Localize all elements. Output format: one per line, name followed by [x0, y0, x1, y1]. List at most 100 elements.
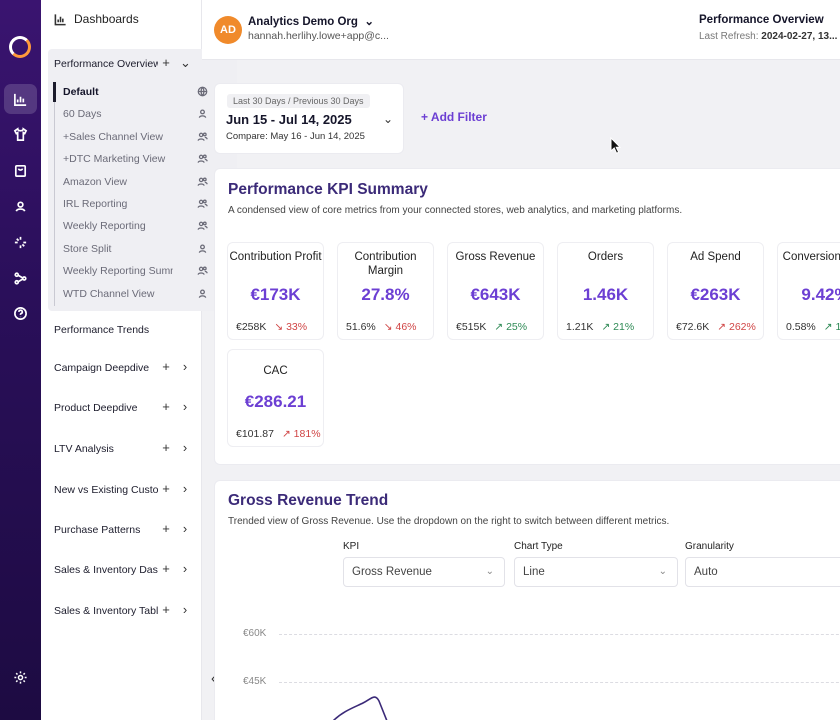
add-view-icon[interactable]: + — [162, 561, 170, 576]
kpi-tile-comparison: 51.6% ↘ 46% — [346, 321, 417, 333]
top-bar: AD Analytics Demo Org ⌄ hannah.herlihy.l… — [202, 0, 840, 60]
date-range-picker[interactable]: Last 30 Days / Previous 30 Days Jun 15 -… — [214, 83, 404, 154]
view-item[interactable]: 60 Days — [63, 104, 209, 124]
dashboard-sidebar: Dashboards Performance Overview + ⌄ Defa… — [41, 0, 237, 720]
chart-type-select[interactable]: Line ⌄ — [514, 557, 678, 587]
sidebar-group[interactable]: Campaign Deepdive — [54, 362, 150, 374]
chevron-right-icon[interactable]: › — [182, 440, 188, 455]
kpi-tile-comparison: €258K ↘ 33% — [236, 321, 307, 333]
add-view-icon[interactable]: + — [162, 440, 170, 455]
kpi-summary-card: Performance KPI Summary A condensed view… — [214, 168, 840, 465]
add-view-icon[interactable]: + — [162, 521, 170, 536]
kpi-tile-value: 1.46K — [582, 285, 629, 304]
chart-type-value: Line — [523, 566, 545, 578]
kpi-tile-value: 9.42% — [801, 285, 840, 304]
users-icon — [197, 153, 209, 165]
sidebar-group[interactable]: Product Deepdive — [54, 402, 138, 414]
group-controls: + › — [161, 440, 190, 455]
kpi-select[interactable]: Gross Revenue ⌄ — [343, 557, 505, 587]
kpi-tile-previous: 51.6% — [346, 321, 376, 333]
settings-icon[interactable] — [13, 670, 28, 690]
help-icon[interactable] — [4, 298, 37, 328]
group-controls: + › — [161, 359, 190, 374]
sidebar-group[interactable]: Sales & Inventory Dashboard — [54, 564, 158, 576]
view-item[interactable]: WTD Channel View — [63, 284, 209, 304]
add-view-icon[interactable]: + — [162, 359, 170, 374]
kpi-tile[interactable]: Gross Revenue €643K €515K ↗ 25% — [447, 242, 544, 340]
sidebar-group[interactable]: Purchase Patterns — [54, 524, 141, 536]
view-item[interactable]: +Sales Channel View — [63, 127, 209, 147]
compare-range: Compare: May 16 - Jun 14, 2025 — [226, 131, 365, 142]
globe-icon — [197, 86, 209, 98]
group-controls: + › — [161, 521, 190, 536]
view-item[interactable]: Amazon View — [63, 172, 209, 192]
sidebar-group[interactable]: LTV Analysis — [54, 443, 114, 455]
kpi-tile-change: ↗ 25% — [494, 321, 528, 333]
kpi-tile-change: ↘ 46% — [383, 321, 417, 333]
view-item[interactable]: +DTC Marketing View — [63, 149, 209, 169]
sparkle-icon[interactable] — [4, 227, 37, 257]
kpi-tile-change: ↘ 33% — [274, 321, 308, 333]
sidebar-group[interactable]: Sales & Inventory Table — [54, 605, 158, 617]
sidebar-group[interactable]: New vs Existing Customers — [54, 484, 158, 496]
app-logo[interactable] — [9, 36, 31, 58]
y-tick-label: €60K — [243, 628, 267, 639]
views-tree-line — [54, 82, 55, 306]
chevron-right-icon[interactable]: › — [182, 602, 188, 617]
last-refresh: Last Refresh: 2024-02-27, 13... — [699, 31, 837, 42]
chevron-right-icon[interactable]: › — [182, 521, 188, 536]
kpi-tile-previous: 1.21K — [566, 321, 594, 333]
view-item[interactable]: Store Split — [63, 239, 209, 259]
group-controls: + › — [161, 561, 190, 576]
org-switcher[interactable]: Analytics Demo Org ⌄ — [248, 14, 374, 28]
chevron-down-icon: ⌄ — [658, 566, 667, 577]
kpi-summary-subtitle: A condensed view of core metrics from yo… — [228, 205, 683, 216]
granularity-value: Auto — [694, 566, 718, 578]
sidebar-group[interactable]: Performance Trends — [54, 324, 150, 336]
view-item[interactable]: Weekly Reporting Summary — [63, 261, 209, 281]
chevron-right-icon[interactable]: › — [182, 481, 188, 496]
kpi-tile-label: Conversion Rate — [782, 251, 840, 263]
kpi-tile[interactable]: Contribution Margin 27.8% 51.6% ↘ 46% — [337, 242, 434, 340]
add-view-icon[interactable]: + — [162, 481, 170, 496]
kpi-tile[interactable]: Orders 1.46K 1.21K ↗ 21% — [557, 242, 654, 340]
user-email: hannah.herlihy.lowe+app@c... — [248, 30, 389, 42]
view-item[interactable]: Default — [63, 82, 209, 102]
chevron-right-icon[interactable]: › — [182, 561, 188, 576]
kpi-tile-change: ↗ 1... — [823, 321, 840, 333]
kpi-tile-previous: €72.6K — [676, 321, 710, 333]
kpi-tile[interactable]: Contribution Profit €173K €258K ↘ 33% — [227, 242, 324, 340]
trend-card: Gross Revenue Trend Trended view of Gros… — [214, 480, 840, 720]
granularity-select[interactable]: Auto — [685, 557, 840, 587]
kpi-tile[interactable]: CAC €286.21 €101.87 ↗ 181% — [227, 349, 324, 447]
users-icon — [197, 198, 209, 210]
avatar[interactable]: AD — [214, 16, 242, 44]
bar-chart-icon — [54, 13, 66, 25]
view-item[interactable]: Weekly Reporting — [63, 216, 209, 236]
user-icon[interactable] — [4, 191, 37, 221]
group-controls: + › — [161, 602, 190, 617]
bag-icon[interactable] — [4, 155, 37, 185]
chevron-right-icon[interactable]: › — [182, 359, 188, 374]
view-item[interactable]: IRL Reporting — [63, 194, 209, 214]
kpi-tile-comparison: €515K ↗ 25% — [456, 321, 527, 333]
refresh-label: Last Refresh: — [699, 31, 759, 42]
chevron-right-icon[interactable]: › — [182, 399, 188, 414]
flow-icon[interactable] — [4, 263, 37, 293]
group-title-performance-overview[interactable]: Performance Overview — [54, 58, 158, 70]
add-filter-button[interactable]: + Add Filter — [421, 110, 487, 124]
add-view-icon[interactable]: + — [162, 602, 170, 617]
view-item-label: +DTC Marketing View — [63, 153, 166, 166]
add-view-icon[interactable]: + — [162, 399, 170, 414]
kpi-tile-comparison: 1.21K ↗ 21% — [566, 321, 634, 333]
kpi-tile-value: €173K — [250, 285, 301, 304]
shirt-icon[interactable] — [4, 119, 37, 149]
kpi-tile-comparison: €72.6K ↗ 262% — [676, 321, 756, 333]
kpi-tile-label: Orders — [587, 251, 624, 263]
add-view-icon[interactable]: + — [162, 55, 170, 70]
kpi-tile[interactable]: Conversion Rate 9.42% 0.58% ↗ 1... — [777, 242, 840, 340]
chevron-down-icon[interactable]: ⌄ — [180, 55, 191, 70]
kpi-tile-value: €263K — [690, 285, 741, 304]
kpi-tile[interactable]: Ad Spend €263K €72.6K ↗ 262% — [667, 242, 764, 340]
dashboards-icon[interactable] — [4, 84, 37, 114]
